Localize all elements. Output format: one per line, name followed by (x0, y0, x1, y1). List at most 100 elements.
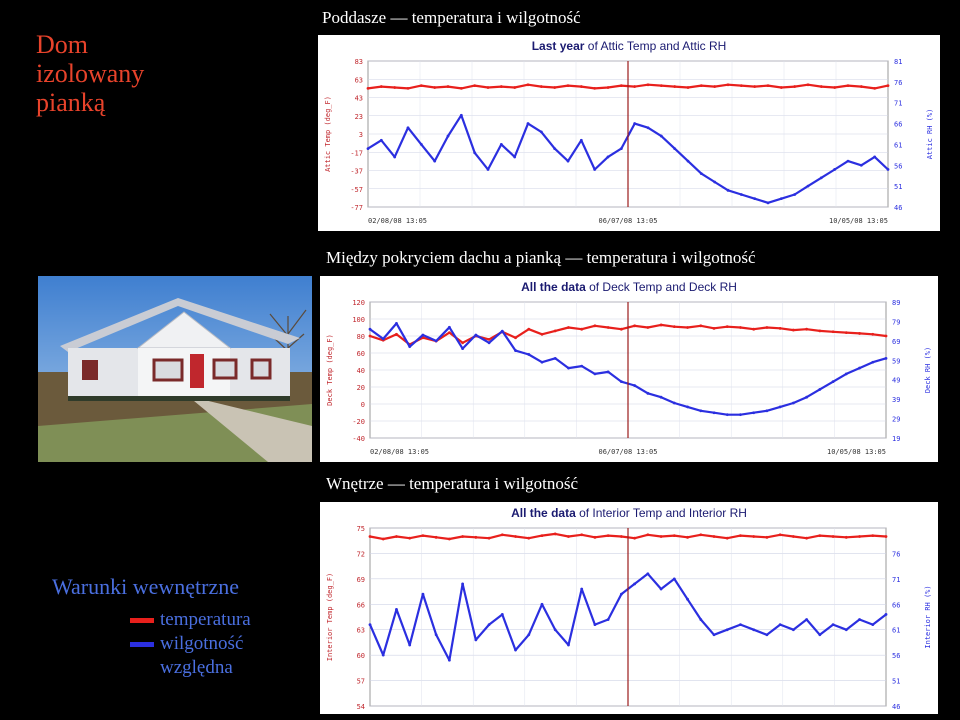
temperature-point (579, 85, 583, 88)
temperature-point (858, 332, 861, 335)
humidity-point (606, 370, 610, 374)
deck-chart-svg: All the data of Deck Temp and Deck RH 120… (320, 276, 938, 462)
temperature-point (659, 535, 663, 538)
humidity-point (765, 633, 769, 637)
y-tick-label: 54 (357, 703, 365, 711)
temperature-point (606, 86, 610, 89)
humidity-point (514, 648, 517, 652)
temperature-point (791, 535, 795, 538)
humidity-point (805, 395, 809, 399)
temperature-point (539, 85, 543, 88)
temperature-point (725, 536, 729, 540)
humidity-point (433, 159, 437, 163)
temperature-point (619, 327, 623, 331)
temperature-point (567, 535, 570, 538)
humidity-point (646, 572, 650, 576)
temperature-point (712, 535, 716, 538)
legend-label: wilgotność (160, 633, 244, 654)
humidity-point (673, 147, 677, 150)
y2-tick-label: 61 (892, 627, 900, 635)
temperature-point (831, 535, 835, 538)
y2-tick-label: 89 (892, 299, 900, 307)
humidity-point (619, 380, 623, 384)
temperature-point (500, 533, 504, 537)
humidity-point (580, 364, 584, 368)
temperature-point (753, 85, 757, 88)
y-tick-label: 20 (357, 384, 365, 392)
humidity-point (818, 388, 822, 391)
y2-tick-label: 39 (892, 396, 900, 404)
y2-tick-label: 71 (894, 100, 902, 108)
y-tick-label: -17 (350, 149, 363, 157)
humidity-point (395, 607, 398, 611)
temperature-point (886, 84, 890, 88)
temperature-point (514, 535, 517, 538)
slide-title-line: pianką (36, 88, 106, 117)
temperature-point (726, 83, 730, 87)
y-tick-label: 100 (352, 316, 365, 324)
y-tick-label: 69 (357, 576, 365, 584)
y-tick-label: 60 (357, 652, 365, 660)
interior-chart-svg: All the data of Interior Temp and Interi… (320, 502, 938, 714)
humidity-point (725, 628, 729, 632)
driveway (188, 396, 312, 462)
humidity-point (368, 623, 372, 627)
humidity-point (474, 333, 478, 337)
temperature-point (486, 86, 490, 89)
x-tick-label: 02/08/08 13:05 (370, 448, 429, 456)
humidity-point (844, 372, 848, 376)
humidity-point (686, 159, 690, 163)
y2-tick-label: 69 (892, 338, 900, 346)
humidity-point (368, 327, 372, 331)
temperature-point (606, 534, 610, 538)
temperature-point (818, 329, 822, 333)
humidity-point (408, 345, 412, 349)
y2-tick-label: 29 (892, 416, 900, 424)
humidity-point (686, 597, 689, 601)
temperature-point (593, 535, 597, 539)
chart-title-rest: of Interior Temp and Interior RH (579, 506, 747, 520)
temperature-point (487, 338, 491, 341)
y2-axis-label: Attic RH (%) (926, 109, 934, 160)
temperature-point (884, 535, 888, 538)
x-tick-label: 06/07/08 13:05 (598, 217, 657, 225)
temperature-point (766, 84, 770, 88)
house-photo-svg (38, 276, 312, 462)
humidity-point (379, 138, 383, 142)
window (152, 358, 184, 382)
temperature-point (659, 323, 663, 327)
humidity-point (527, 633, 531, 637)
temperature-point (712, 326, 716, 330)
y-tick-label: 0 (361, 401, 365, 409)
y-tick-label: -77 (350, 204, 363, 212)
temperature-point (379, 85, 383, 88)
temperature-point (793, 85, 797, 88)
temperature-point (514, 336, 517, 340)
humidity-point (567, 366, 570, 370)
deck-chart: All the data of Deck Temp and Deck RH 120… (320, 276, 938, 462)
humidity-point (474, 638, 478, 642)
temperature-point (368, 535, 372, 538)
legend-swatch-blue (130, 642, 154, 647)
humidity-point (580, 587, 584, 591)
humidity-point (884, 613, 888, 616)
y2-tick-label: 46 (892, 703, 900, 711)
y2-tick-label: 76 (892, 550, 900, 558)
temperature-point (805, 327, 809, 331)
humidity-point (406, 126, 410, 130)
humidity-point (500, 613, 504, 616)
y-tick-label: 75 (357, 525, 365, 533)
temperature-point (646, 326, 650, 329)
humidity-point (487, 623, 491, 627)
temperature-point (672, 325, 676, 329)
temperature-point (739, 534, 742, 538)
humidity-point (461, 347, 465, 351)
humidity-point (806, 184, 810, 188)
temperature-point (461, 341, 465, 345)
humidity-point (514, 349, 517, 352)
humidity-point (752, 628, 756, 632)
humidity-point (699, 172, 703, 176)
temperature-point (499, 85, 503, 88)
temperature-point (459, 86, 463, 90)
y2-tick-label: 76 (894, 79, 902, 87)
